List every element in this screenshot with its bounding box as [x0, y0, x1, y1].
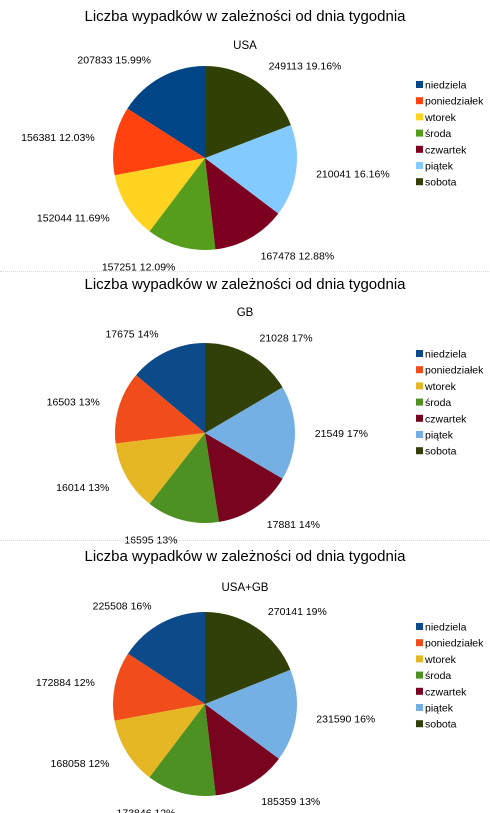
legend-label-piatek: piątek — [425, 430, 454, 442]
legend-swatch-poniedzialek — [416, 366, 423, 374]
data-label-czwartek: 185359 13% — [261, 796, 320, 808]
pie-slice-niedziela — [136, 343, 205, 433]
chart-usa: Liczba wypadków w zależności od dnia tyg… — [0, 0, 490, 273]
data-label-poniedzialek: 16503 13% — [47, 397, 100, 409]
data-label-sroda: 173846 12% — [117, 807, 176, 813]
legend-swatch-czwartek — [416, 414, 423, 422]
legend-label-poniedzialek: poniedziałek — [425, 638, 484, 650]
data-label-niedziela: 17675 14% — [105, 329, 158, 341]
chart-title: Liczba wypadków w zależności od dnia tyg… — [84, 548, 406, 565]
chart-usa-gb: Liczba wypadków w zależności od dnia tyg… — [0, 541, 490, 813]
pie-slice-niedziela — [127, 612, 205, 704]
data-label-piatek: 210041 16.16% — [316, 169, 390, 181]
legend-swatch-piatek — [416, 162, 423, 169]
pie-slice-poniedzialek — [112, 653, 205, 721]
legend-swatch-sobota — [416, 720, 423, 728]
chart-title: Liczba wypadków w zależności od dnia tyg… — [84, 276, 406, 293]
data-label-niedziela: 207833 15.99% — [77, 55, 151, 67]
legend-label-wtorek: wtorek — [424, 112, 457, 124]
legend-swatch-czwartek — [416, 687, 423, 695]
data-label-sobota: 249113 19.16% — [269, 61, 342, 73]
chart-gb: Liczba wypadków w zależności od dnia tyg… — [0, 272, 490, 546]
pie-slice-wtorek — [114, 704, 205, 778]
legend-label-piatek: piątek — [425, 703, 454, 715]
pie-slice-piatek — [205, 669, 298, 759]
legend-swatch-sroda — [416, 398, 423, 406]
data-label-sroda: 157251 12.09% — [102, 261, 176, 273]
legend-swatch-piatek — [416, 704, 423, 711]
data-label-wtorek: 152044 11.69% — [37, 212, 110, 224]
legend-label-sroda: środa — [425, 670, 451, 682]
chart-subtitle: USA — [233, 40, 257, 52]
legend-label-niedziela: niedziela — [425, 80, 467, 92]
legend-swatch-wtorek — [416, 655, 423, 663]
legend-label-wtorek: wtorek — [424, 654, 457, 666]
chart-usa-gb-svg: Liczba wypadków w zależności od dnia tyg… — [36, 548, 484, 813]
legend-label-sobota: sobota — [425, 177, 457, 189]
legend-swatch-niedziela — [416, 81, 423, 88]
legend-label-niedziela: niedziela — [425, 622, 467, 634]
pie-slice-poniedzialek — [112, 108, 205, 176]
legend-swatch-sroda — [416, 129, 423, 137]
chart-separator — [0, 540, 490, 541]
data-label-piatek: 21549 17% — [315, 428, 368, 440]
data-label-czwartek: 17881 14% — [267, 519, 320, 531]
chart-subtitle: GB — [237, 307, 254, 319]
pie-slice-wtorek — [115, 433, 205, 504]
data-label-wtorek: 168058 12% — [51, 758, 110, 770]
legend-label-sobota: sobota — [425, 719, 457, 731]
legend-swatch-sobota — [416, 178, 423, 186]
legend-label-sroda: środa — [425, 128, 451, 140]
legend-label-czwartek: czwartek — [425, 144, 467, 156]
chart-usa-svg: Liczba wypadków w zależności od dnia tyg… — [21, 8, 484, 273]
data-label-piatek: 231590 16% — [316, 713, 375, 725]
data-label-sobota: 270141 19% — [268, 606, 327, 618]
pie-slice-sobota — [205, 343, 283, 433]
legend-label-sroda: środa — [425, 397, 451, 409]
chart-gb-svg: Liczba wypadków w zależności od dnia tyg… — [47, 276, 484, 546]
pie-slice-czwartek — [205, 704, 279, 796]
data-label-poniedzialek: 156381 12.03% — [21, 132, 95, 144]
pie-slice-sobota — [205, 612, 291, 704]
legend-swatch-wtorek — [416, 113, 423, 121]
pie-slice-sobota — [205, 66, 291, 158]
pie-slice-czwartek — [205, 158, 279, 250]
pie-slice-piatek — [205, 125, 298, 214]
legend-swatch-poniedzialek — [416, 97, 423, 105]
chart-title: Liczba wypadków w zależności od dnia tyg… — [84, 8, 406, 25]
pie-slice-sroda — [149, 433, 220, 523]
legend-swatch-sobota — [416, 447, 423, 455]
data-label-niedziela: 225508 16% — [93, 600, 152, 612]
legend-label-czwartek: czwartek — [425, 686, 467, 698]
legend-label-poniedzialek: poniedziałek — [425, 96, 484, 108]
legend-swatch-niedziela — [416, 623, 423, 630]
legend-label-poniedzialek: poniedziałek — [425, 365, 484, 377]
pie-slice-niedziela — [127, 66, 205, 158]
pie-slice-poniedzialek — [114, 375, 205, 444]
chart-separator — [0, 271, 490, 272]
pie-slice-wtorek — [114, 158, 205, 232]
chart-subtitle: USA+GB — [222, 582, 269, 594]
legend-swatch-sroda — [416, 671, 423, 679]
legend-label-czwartek: czwartek — [425, 413, 467, 425]
pie-slice-piatek — [205, 387, 295, 479]
data-label-sobota: 21028 17% — [260, 333, 313, 345]
data-label-czwartek: 167478 12.88% — [261, 251, 335, 263]
pie-slice-sroda — [149, 704, 216, 796]
legend-label-piatek: piątek — [425, 161, 454, 173]
data-label-poniedzialek: 172884 12% — [36, 677, 95, 689]
legend-swatch-czwartek — [416, 145, 423, 153]
legend-label-wtorek: wtorek — [424, 381, 457, 393]
pie-slice-czwartek — [205, 433, 283, 522]
legend-swatch-wtorek — [416, 382, 423, 390]
legend-swatch-piatek — [416, 431, 423, 438]
legend-label-sobota: sobota — [425, 446, 457, 458]
legend-swatch-niedziela — [416, 350, 423, 357]
pie-slice-sroda — [149, 158, 216, 250]
legend-swatch-poniedzialek — [416, 639, 423, 647]
legend-label-niedziela: niedziela — [425, 349, 467, 361]
data-label-wtorek: 16014 13% — [56, 482, 109, 494]
